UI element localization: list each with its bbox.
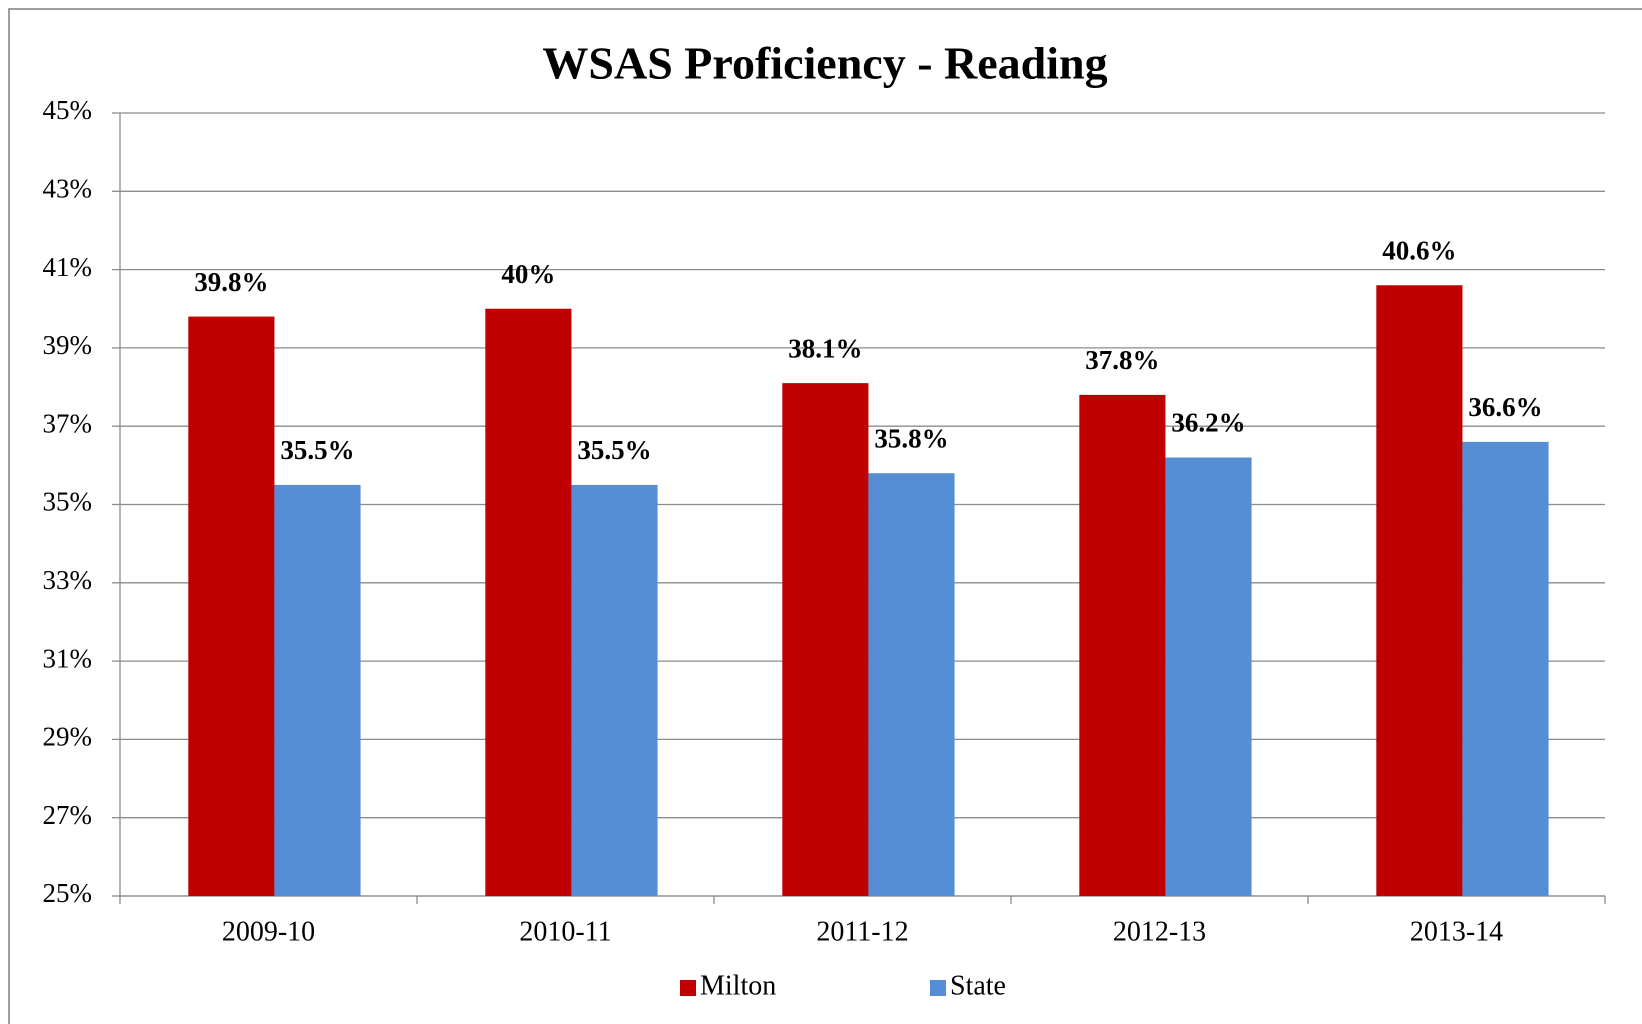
y-tick-label: 25% — [43, 878, 93, 908]
y-tick-label: 43% — [43, 174, 93, 204]
bar — [1079, 394, 1166, 896]
x-tick-label: 2012-13 — [1113, 916, 1206, 947]
bar — [782, 383, 869, 896]
bar — [1165, 457, 1252, 896]
value-label: 37.8% — [1085, 345, 1159, 375]
y-tick-label: 29% — [43, 722, 93, 752]
bar — [1462, 441, 1549, 896]
x-tick-label: 2011-12 — [816, 916, 908, 947]
value-label: 36.6% — [1468, 392, 1542, 422]
value-label: 38.1% — [788, 333, 862, 363]
y-tick-label: 27% — [43, 800, 93, 830]
y-tick-label: 33% — [43, 565, 93, 595]
bar — [1376, 285, 1463, 896]
legend-swatch — [680, 980, 696, 996]
y-tick-label: 31% — [43, 643, 93, 673]
y-tick-label: 41% — [43, 252, 93, 282]
bar — [485, 308, 572, 896]
legend-swatch — [930, 980, 946, 996]
x-tick-label: 2010-11 — [519, 916, 611, 947]
bar — [188, 316, 275, 897]
value-label: 35.5% — [280, 435, 354, 465]
value-label: 40.6% — [1382, 235, 1456, 265]
x-tick-label: 2013-14 — [1410, 916, 1503, 947]
legend-label: State — [950, 970, 1006, 1001]
bar — [274, 484, 361, 896]
value-label: 36.2% — [1171, 408, 1245, 438]
value-label: 40% — [501, 259, 555, 289]
value-label: 35.5% — [577, 435, 651, 465]
y-tick-label: 39% — [43, 330, 93, 360]
value-label: 35.8% — [874, 423, 948, 453]
y-tick-label: 45% — [43, 95, 93, 125]
bar — [571, 484, 658, 896]
legend-label: Milton — [700, 970, 776, 1001]
chart-title: WSAS Proficiency - Reading — [542, 38, 1107, 89]
y-tick-label: 35% — [43, 487, 93, 517]
x-tick-label: 2009-10 — [222, 916, 315, 947]
value-label: 39.8% — [194, 267, 268, 297]
bar — [868, 473, 955, 896]
y-tick-label: 37% — [43, 408, 93, 438]
